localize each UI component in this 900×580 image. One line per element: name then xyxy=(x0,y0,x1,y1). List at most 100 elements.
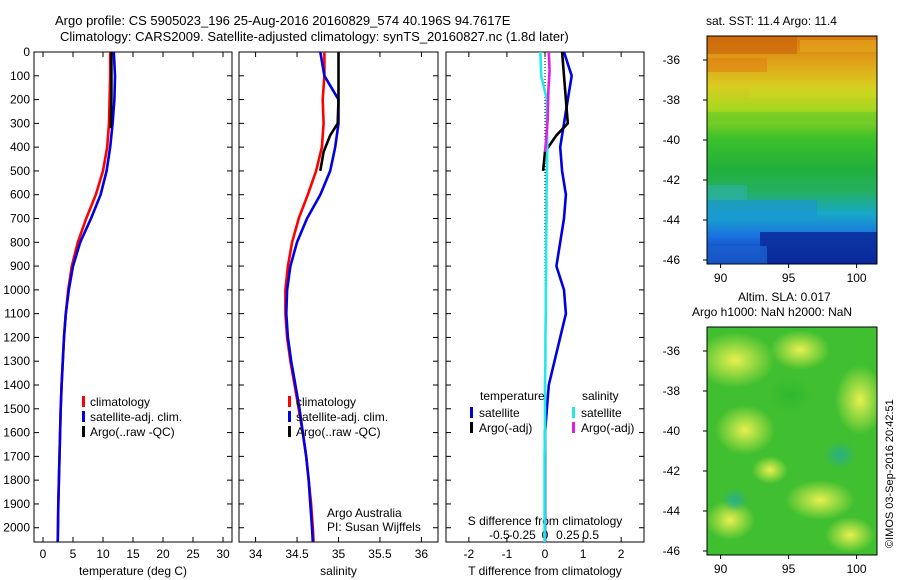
map-sst: sat. SST: 11.4 Argo: 11.4 90 95 100 -36 -38 -… xyxy=(663,14,878,285)
x-tick-label: -1 xyxy=(502,547,513,561)
y-tick-label: 1700 xyxy=(3,449,30,463)
legend-swatch xyxy=(288,426,291,437)
map-y-tick-label: -40 xyxy=(663,424,681,438)
map-y-tick-label: -46 xyxy=(663,544,681,558)
map-y-tick-label: -42 xyxy=(663,173,681,187)
y-tick-label: 200 xyxy=(10,93,30,107)
legend-swatch xyxy=(470,422,473,433)
legend-swatch xyxy=(82,426,85,437)
y-tick-label: 2000 xyxy=(3,521,30,535)
y-tick-label: 1500 xyxy=(3,402,30,416)
legend-label: Argo(-adj) xyxy=(479,421,532,435)
y-tick-label: 1000 xyxy=(3,283,30,297)
watermark: ©IMOS 03-Sep-2016 20:42:51 xyxy=(884,399,896,548)
x-axis-label: temperature (deg C) xyxy=(79,564,187,578)
y-tick-label: 800 xyxy=(10,235,30,249)
legend-header-temperature: temperature xyxy=(480,389,545,403)
map-y-tick-label: -38 xyxy=(663,384,681,398)
legend-label: satellite xyxy=(479,406,520,420)
y-tick-label: 1200 xyxy=(3,330,30,344)
panel-salinity: 34 34.5 35 35.5 36 salinity climatologysatelli… xyxy=(238,51,439,578)
legend-swatch xyxy=(470,407,473,418)
series-line-argo-raw-qc- xyxy=(109,52,113,129)
series-line-climatology xyxy=(284,52,326,543)
x-tick-label: 2 xyxy=(618,547,625,561)
map-y-tick-label: -36 xyxy=(663,53,681,67)
salinity-tick-label: 0.5 xyxy=(582,528,599,542)
y-tick-label: 0 xyxy=(23,45,30,59)
y-tick-label: 300 xyxy=(10,116,30,130)
salinity-tick-label: -0.5 xyxy=(489,528,510,542)
panel-temperature: 0 100 200 300 400 500 600 700 800 900 1000 1100 1200… xyxy=(3,45,233,578)
panel-frame xyxy=(33,51,233,543)
legend-swatch xyxy=(288,411,291,422)
map-y-tick-label: -44 xyxy=(663,213,681,227)
x-tick-label: 20 xyxy=(156,547,170,561)
legend-swatch xyxy=(288,396,291,407)
credit-line2: PI: Susan Wijffels xyxy=(327,520,421,534)
map-x-tick-label: 95 xyxy=(782,562,796,576)
legend-swatch xyxy=(82,396,85,407)
map-y-tick-label: -40 xyxy=(663,133,681,147)
legend-label: climatology xyxy=(90,395,150,409)
legend-label: Argo(..raw -QC) xyxy=(90,425,175,439)
map-x-tick-label: 90 xyxy=(714,271,728,285)
map-y-tick-label: -46 xyxy=(663,253,681,267)
map-y-tick-label: -42 xyxy=(663,464,681,478)
map-y-tick-label: -36 xyxy=(663,344,681,358)
y-tick-label: 700 xyxy=(10,212,30,226)
map-sla-title1: Altim. SLA: 0.017 xyxy=(738,290,831,304)
x-tick-label: 0 xyxy=(542,547,549,561)
map-x-tick-label: 100 xyxy=(847,271,867,285)
y-tick-label: 400 xyxy=(10,140,30,154)
legend-label: satellite-adj. clim. xyxy=(90,410,182,424)
legend-swatch xyxy=(82,411,85,422)
y-tick-label: 1300 xyxy=(3,354,30,368)
y-tick-label: 500 xyxy=(10,164,30,178)
map-sst-field xyxy=(707,36,877,264)
map-x-tick-label: 100 xyxy=(847,562,867,576)
map-sla-title2: Argo h1000: NaN h2000: NaN xyxy=(692,305,852,319)
series-line-salinity-argo-adj- xyxy=(543,51,551,153)
legend-label: satellite xyxy=(581,406,622,420)
y-tick-label: 1400 xyxy=(3,378,30,392)
x-tick-label: 34 xyxy=(249,547,263,561)
map-y-tick-label: -38 xyxy=(663,93,681,107)
y-tick-label: 1600 xyxy=(3,426,30,440)
x-tick-label: 30 xyxy=(216,547,230,561)
x-tick-label: 34.5 xyxy=(285,547,309,561)
map-y-tick-label: -44 xyxy=(663,504,681,518)
x-axis-label: T difference from climatology xyxy=(468,564,622,578)
map-sst-title: sat. SST: 11.4 Argo: 11.4 xyxy=(706,14,837,28)
map-sla: Altim. SLA: 0.017 Argo h1000: NaN h2000:… xyxy=(663,290,878,576)
x-tick-label: -2 xyxy=(464,547,475,561)
series-line-argo-raw-qc- xyxy=(319,52,340,172)
y-tick-label: 900 xyxy=(10,259,30,273)
series-line-climatology xyxy=(56,52,112,543)
y-tick-label: 600 xyxy=(10,188,30,202)
legend-label: Argo(-adj) xyxy=(581,421,634,435)
credit-line1: Argo Australia xyxy=(327,506,402,520)
y-tick-label: 100 xyxy=(10,69,30,83)
x-tick-label: 36 xyxy=(415,547,429,561)
y-tick-label: 1100 xyxy=(4,307,30,321)
salinity-tick-label: 0.25 xyxy=(556,528,580,542)
series-line-satellite-adj-clim- xyxy=(284,51,340,543)
x-tick-label: 35.5 xyxy=(368,547,392,561)
profile-panels: 0100200300400500600700800900100011001200… xyxy=(3,45,645,578)
x-axis-label: salinity xyxy=(320,564,357,578)
series-line-temperature-satellite xyxy=(543,51,574,542)
legend-label: satellite-adj. clim. xyxy=(296,410,388,424)
map-sla-field xyxy=(707,327,877,555)
legend-header-salinity: salinity xyxy=(582,389,619,403)
x-tick-label: 5 xyxy=(70,547,77,561)
figure-title-line1: Argo profile: CS 5905023_196 25-Aug-2016… xyxy=(55,13,511,28)
map-x-tick-label: 90 xyxy=(714,562,728,576)
legend-swatch xyxy=(572,407,575,418)
figure-title-line2: Climatology: CARS2009. Satellite-adjuste… xyxy=(60,29,569,44)
series-line-satellite-adj-clim- xyxy=(56,51,117,543)
legend-label: Argo(..raw -QC) xyxy=(296,425,381,439)
x-tick-label: 10 xyxy=(96,547,110,561)
